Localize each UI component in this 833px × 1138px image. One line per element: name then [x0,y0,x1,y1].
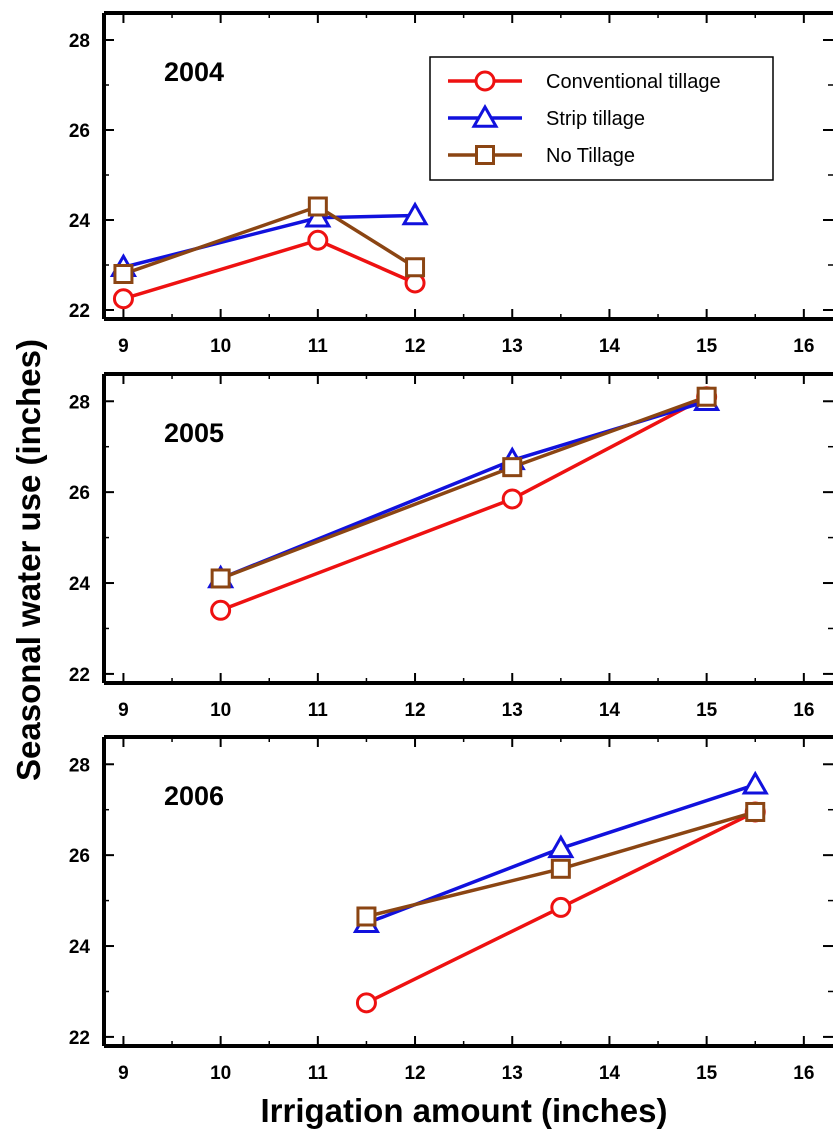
x-tick-label: 13 [502,1063,523,1084]
data-point-conventional [355,992,377,1014]
x-tick-label: 14 [599,1063,621,1084]
series-line-notill [220,395,708,581]
data-point-strip [741,770,769,795]
x-tick-label: 13 [502,336,523,357]
data-point-notill [405,257,426,278]
y-tick-label: 22 [69,301,90,322]
y-tick-label: 26 [69,846,90,867]
data-point-strip [547,834,575,859]
series-line-conventional [220,395,708,612]
legend: Conventional tillage Strip tillage No Till… [429,56,774,181]
y-tick-label: 22 [69,665,90,686]
x-tick-label: 9 [118,336,129,357]
data-point-notill [113,264,134,284]
x-tick-label: 12 [404,1063,425,1084]
data-point-notill [696,386,717,407]
y-tick-label: 28 [69,755,90,776]
data-point-notill [745,801,766,822]
data-point-conventional [307,229,329,251]
x-tick-label: 12 [404,700,425,721]
y-tick-label: 26 [69,121,90,142]
chart-panel-2006: 9 10 11 12 13 14 15 16 22 24 26 28 2006 [69,735,833,1084]
panel-year-label: 2005 [164,418,224,448]
data-point-notill [502,457,523,478]
x-tick-label: 9 [118,700,129,721]
x-tick-label: 16 [793,700,814,721]
x-tick-label: 14 [599,336,621,357]
x-tick-label: 13 [502,700,523,721]
legend-label: No Tillage [546,145,635,167]
x-tick-label: 12 [404,336,425,357]
data-point-conventional [501,488,523,510]
data-point-notill [356,906,377,927]
legend-marker-square [475,145,495,165]
x-tick-label: 15 [696,700,718,721]
x-tick-label: 11 [308,1063,329,1084]
data-point-conventional [550,896,572,918]
data-point-strip [401,201,429,226]
x-tick-label: 15 [696,336,718,357]
y-axis-title: Seasonal water use (inches) [10,339,47,781]
x-tick-label: 14 [599,700,621,721]
legend-label: Strip tillage [546,108,645,130]
legend-marker-triangle [471,103,499,128]
y-tick-label: 26 [69,483,90,504]
x-tick-label: 10 [210,1063,231,1084]
x-tick-label: 11 [308,700,329,721]
series-line-conventional [122,238,416,301]
y-tick-label: 24 [69,211,91,232]
x-tick-label: 16 [793,336,814,357]
y-tick-label: 22 [69,1028,90,1049]
chart-panel-2005: 9 10 11 12 13 14 15 16 22 24 26 28 2005 [69,372,833,721]
y-tick-label: 24 [69,574,91,595]
legend-label: Conventional tillage [546,71,721,93]
x-tick-label: 9 [118,1063,129,1084]
data-point-conventional [112,288,134,310]
panel-year-label: 2006 [164,781,224,811]
panel-year-label: 2004 [164,57,224,87]
x-tick-label: 10 [210,700,231,721]
legend-marker-circle [474,70,496,92]
x-tick-label: 11 [308,336,329,357]
data-point-notill [307,196,328,217]
y-tick-label: 28 [69,392,90,413]
y-tick-label: 28 [69,31,90,52]
x-tick-label: 10 [210,336,231,357]
y-tick-label: 24 [69,937,91,958]
data-point-notill [550,858,571,879]
x-axis-title: Irrigation amount (inches) [260,1092,667,1129]
data-point-conventional [210,599,232,621]
data-point-notill [210,568,231,589]
x-tick-label: 15 [696,1063,718,1084]
x-tick-label: 16 [793,1063,814,1084]
chart-panel-2004: 9 10 11 12 13 14 15 16 22 24 26 28 2004 [69,11,833,357]
